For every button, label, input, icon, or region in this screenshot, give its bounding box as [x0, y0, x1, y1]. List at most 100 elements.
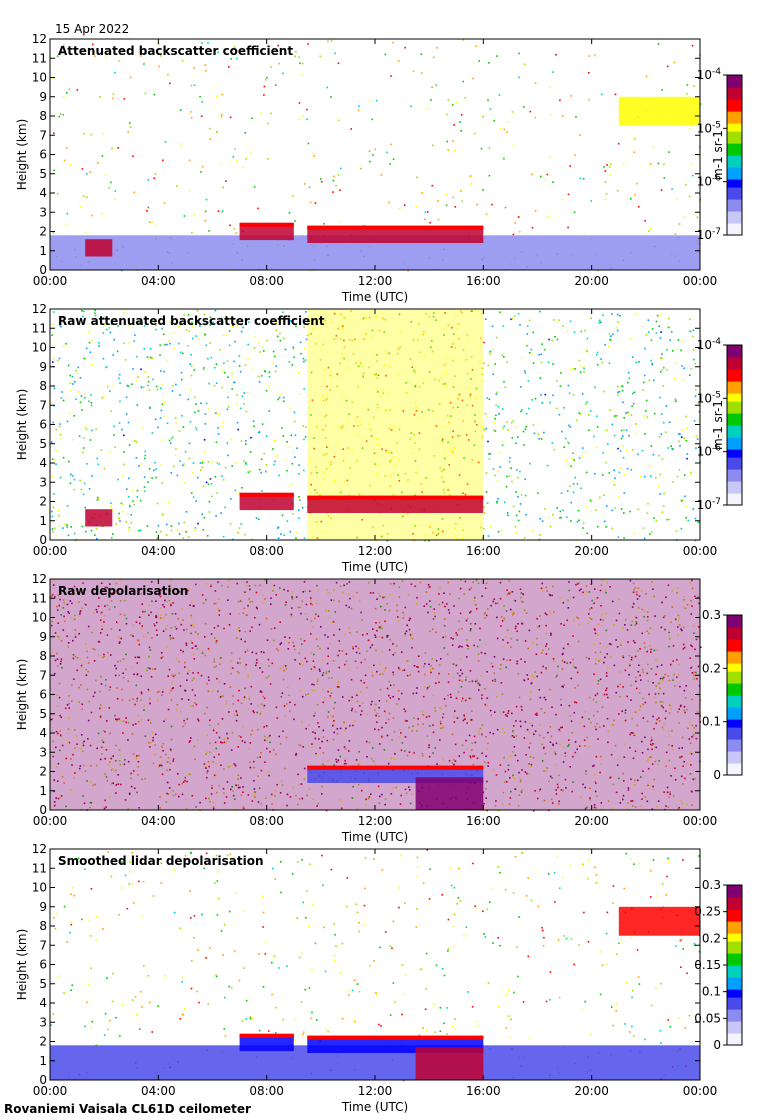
noise-point — [669, 708, 672, 710]
noise-point — [406, 674, 409, 677]
noise-point — [448, 612, 451, 614]
noise-point — [439, 467, 441, 469]
noise-point — [226, 741, 228, 743]
noise-point — [354, 710, 357, 713]
noise-point — [617, 447, 619, 450]
noise-point — [310, 459, 312, 462]
noise-point — [390, 75, 392, 77]
noise-point — [136, 791, 138, 794]
noise-point — [108, 327, 111, 329]
noise-point — [371, 644, 374, 646]
noise-point — [441, 476, 443, 479]
noise-point — [250, 436, 252, 439]
noise-point — [264, 739, 266, 742]
noise-point — [73, 478, 76, 481]
noise-point — [348, 740, 351, 742]
noise-point — [669, 793, 671, 795]
noise-point — [267, 158, 269, 160]
noise-point — [677, 339, 680, 341]
noise-point — [451, 436, 454, 438]
noise-point — [426, 686, 429, 689]
noise-point — [617, 685, 619, 688]
colorbar-segment — [727, 167, 742, 172]
noise-point — [140, 386, 143, 389]
noise-point — [590, 618, 593, 620]
noise-point — [66, 704, 69, 706]
noise-point — [156, 224, 158, 227]
noise-point — [168, 787, 171, 789]
noise-point — [690, 644, 692, 647]
noise-point — [304, 183, 306, 185]
noise-point — [176, 704, 179, 706]
noise-point — [405, 792, 408, 795]
noise-point — [291, 598, 294, 600]
noise-point — [610, 335, 612, 337]
noise-point — [452, 676, 455, 679]
noise-point — [536, 643, 538, 646]
noise-point — [264, 761, 266, 763]
noise-point — [208, 407, 210, 410]
noise-point — [129, 126, 132, 128]
noise-point — [417, 338, 419, 341]
noise-point — [509, 608, 512, 611]
noise-point — [632, 640, 635, 642]
noise-point — [595, 755, 598, 758]
noise-point — [626, 411, 629, 414]
noise-point — [85, 604, 87, 606]
noise-point — [52, 579, 55, 582]
noise-point — [86, 463, 88, 465]
noise-point — [484, 617, 486, 619]
noise-point — [233, 714, 236, 716]
noise-point — [554, 764, 557, 767]
noise-point — [125, 721, 128, 724]
noise-point — [489, 108, 492, 110]
noise-point — [177, 342, 180, 345]
noise-point — [506, 593, 509, 596]
noise-point — [574, 368, 576, 370]
noise-point — [289, 530, 292, 533]
noise-point — [624, 743, 627, 746]
noise-point — [511, 591, 514, 593]
noise-point — [379, 663, 381, 666]
noise-point — [506, 512, 509, 514]
noise-point — [388, 694, 390, 697]
noise-point — [669, 791, 671, 793]
noise-point — [461, 672, 464, 675]
noise-point — [450, 637, 452, 639]
noise-point — [81, 708, 83, 710]
noise-point — [265, 435, 268, 437]
noise-point — [457, 397, 459, 400]
noise-point — [539, 615, 541, 617]
noise-point — [167, 793, 170, 795]
noise-point — [327, 711, 330, 713]
noise-point — [152, 739, 154, 742]
noise-point — [158, 765, 160, 768]
noise-point — [614, 93, 617, 96]
noise-point — [512, 233, 515, 236]
noise-point — [170, 525, 173, 527]
noise-point — [421, 411, 423, 413]
noise-point — [576, 616, 578, 619]
noise-point — [640, 589, 643, 592]
noise-point — [337, 680, 340, 683]
noise-point — [333, 338, 336, 340]
noise-point — [82, 195, 85, 198]
noise-point — [238, 491, 240, 494]
noise-point — [117, 636, 120, 639]
noise-point — [170, 725, 173, 728]
noise-point — [649, 465, 651, 467]
noise-point — [595, 807, 597, 809]
noise-point — [194, 694, 196, 697]
noise-point — [323, 471, 325, 474]
noise-point — [310, 599, 312, 602]
noise-point — [324, 634, 326, 636]
noise-point — [276, 454, 279, 457]
noise-point — [467, 648, 469, 650]
noise-point — [469, 611, 471, 614]
noise-point — [123, 312, 125, 314]
noise-point — [618, 777, 620, 780]
noise-point — [392, 41, 394, 44]
noise-point — [484, 703, 487, 706]
noise-point — [263, 350, 265, 352]
noise-point — [348, 699, 350, 702]
